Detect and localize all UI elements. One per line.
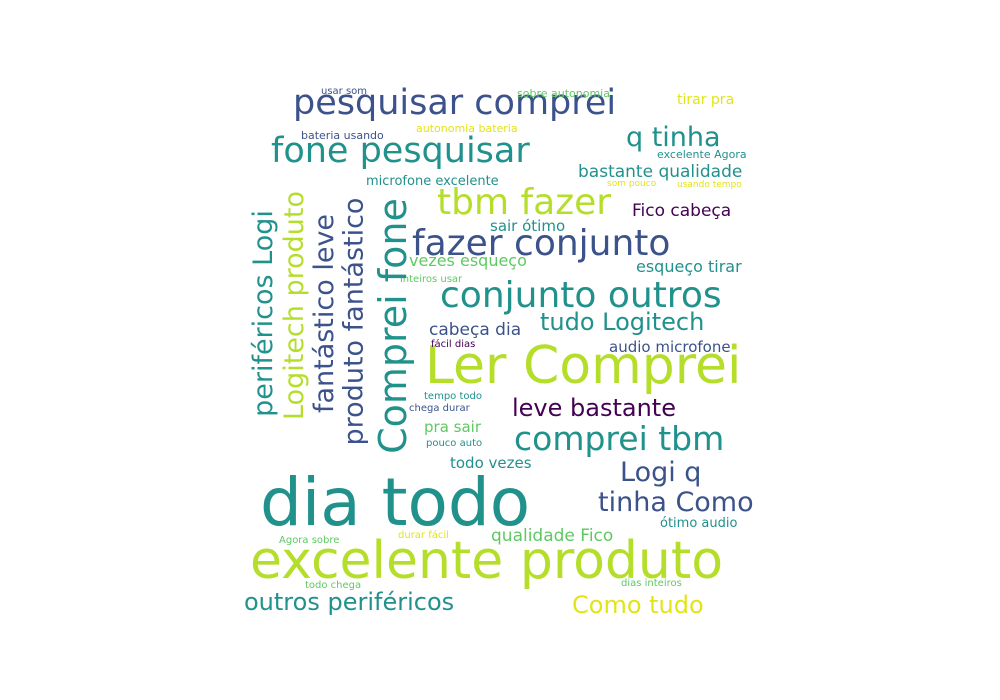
- word-bastante-qualidade: bastante qualidade: [578, 162, 743, 182]
- word-pra-sair: pra sair: [424, 418, 481, 436]
- word-tudo-logitech: tudo Logitech: [540, 308, 705, 336]
- word-conjunto-outros: conjunto outros: [440, 275, 722, 316]
- word-bateria-usando: bateria usando: [301, 129, 384, 142]
- word-cabeca-dia: cabeça dia: [429, 320, 522, 340]
- word-tirar-pra: tirar pra: [677, 92, 735, 108]
- word-fantastico-leve: fantástico leve: [308, 213, 340, 413]
- word-audio-microfone: audio microfone: [609, 338, 731, 356]
- word-q-tinha: q tinha: [626, 122, 721, 153]
- word-usando-tempo: usando tempo: [677, 180, 742, 190]
- word-autonomia-bateria: autonomia bateria: [416, 122, 518, 135]
- word-chega-durar: chega durar: [409, 403, 470, 414]
- word-excelente-agora: excelente Agora: [657, 148, 747, 161]
- word-produto-fantastico: produto fantástico: [338, 197, 370, 445]
- word-pesquisar-comprei: pesquisar comprei: [293, 83, 617, 123]
- word-fazer-conjunto: fazer conjunto: [412, 223, 671, 264]
- word-agora-sobre: Agora sobre: [279, 535, 340, 546]
- word-tempo-todo: tempo todo: [424, 391, 482, 402]
- word-sair-otimo: sair ótimo: [490, 217, 566, 235]
- word-logitech-produto: Logitech produto: [278, 190, 310, 420]
- word-todo-chega: todo chega: [305, 580, 362, 591]
- word-usar-som: usar som: [321, 86, 368, 97]
- word-tbm-fazer: tbm fazer: [437, 182, 612, 223]
- word-otimo-audio: ótimo audio: [660, 516, 738, 531]
- word-como-tudo: Como tudo: [572, 591, 704, 619]
- word-esqueco-tirar: esqueço tirar: [636, 257, 742, 276]
- word-fico-cabeca: Fico cabeça: [632, 201, 732, 221]
- word-todo-vezes: todo vezes: [450, 454, 532, 472]
- word-facil-dias: fácil dias: [431, 339, 476, 350]
- word-ler-comprei: Ler Comprei: [425, 336, 742, 396]
- word-dia-todo: dia todo: [260, 464, 531, 541]
- word-comprei-fone: Comprei fone: [370, 198, 415, 454]
- word-pouco-auto: pouco auto: [426, 438, 483, 449]
- word-qualidade-fico: qualidade Fico: [491, 526, 614, 546]
- word-durar-facil: durar fácil: [398, 530, 449, 541]
- word-fone-pesquisar: fone pesquisar: [271, 131, 530, 171]
- word-microfone-excelente: microfone excelente: [366, 174, 499, 189]
- word-tinha-como: tinha Como: [598, 487, 754, 518]
- word-som-pouco: som pouco: [607, 179, 657, 189]
- word-dias-inteiros: dias inteiros: [621, 578, 682, 589]
- word-outros-perifericos: outros periféricos: [244, 588, 455, 616]
- word-leve-bastante: leve bastante: [512, 394, 676, 422]
- word-logi-q: Logi q: [620, 457, 702, 488]
- word-inteiros-usar: inteiros usar: [400, 274, 463, 285]
- word-vezes-esqueco: vezes esqueço: [409, 251, 527, 270]
- word-excelente-produto: excelente produto: [250, 531, 724, 591]
- word-perifericos-logi: periféricos Logi: [247, 209, 279, 417]
- word-comprei-tbm: comprei tbm: [514, 419, 725, 458]
- word-sobre-autonomia: sobre autonomia: [517, 87, 610, 100]
